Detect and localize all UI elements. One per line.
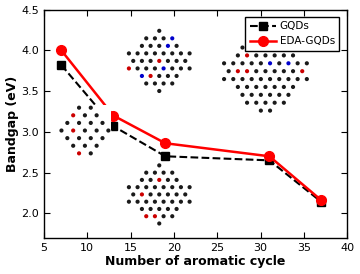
GQDs: [163, 155, 167, 158]
GQDs: [267, 159, 271, 162]
EDA-GQDs: [267, 155, 271, 158]
GQDs: [111, 124, 116, 128]
Legend: GQDs, EDA-GQDs: GQDs, EDA-GQDs: [246, 17, 339, 51]
X-axis label: Number of aromatic cycle: Number of aromatic cycle: [105, 255, 286, 269]
Line: EDA-GQDs: EDA-GQDs: [57, 45, 326, 205]
GQDs: [59, 63, 63, 67]
EDA-GQDs: [319, 199, 324, 202]
GQDs: [319, 200, 324, 204]
EDA-GQDs: [111, 114, 116, 117]
Line: GQDs: GQDs: [57, 61, 325, 206]
EDA-GQDs: [163, 142, 167, 145]
Y-axis label: Bandgap (eV): Bandgap (eV): [5, 76, 19, 172]
EDA-GQDs: [59, 49, 63, 52]
